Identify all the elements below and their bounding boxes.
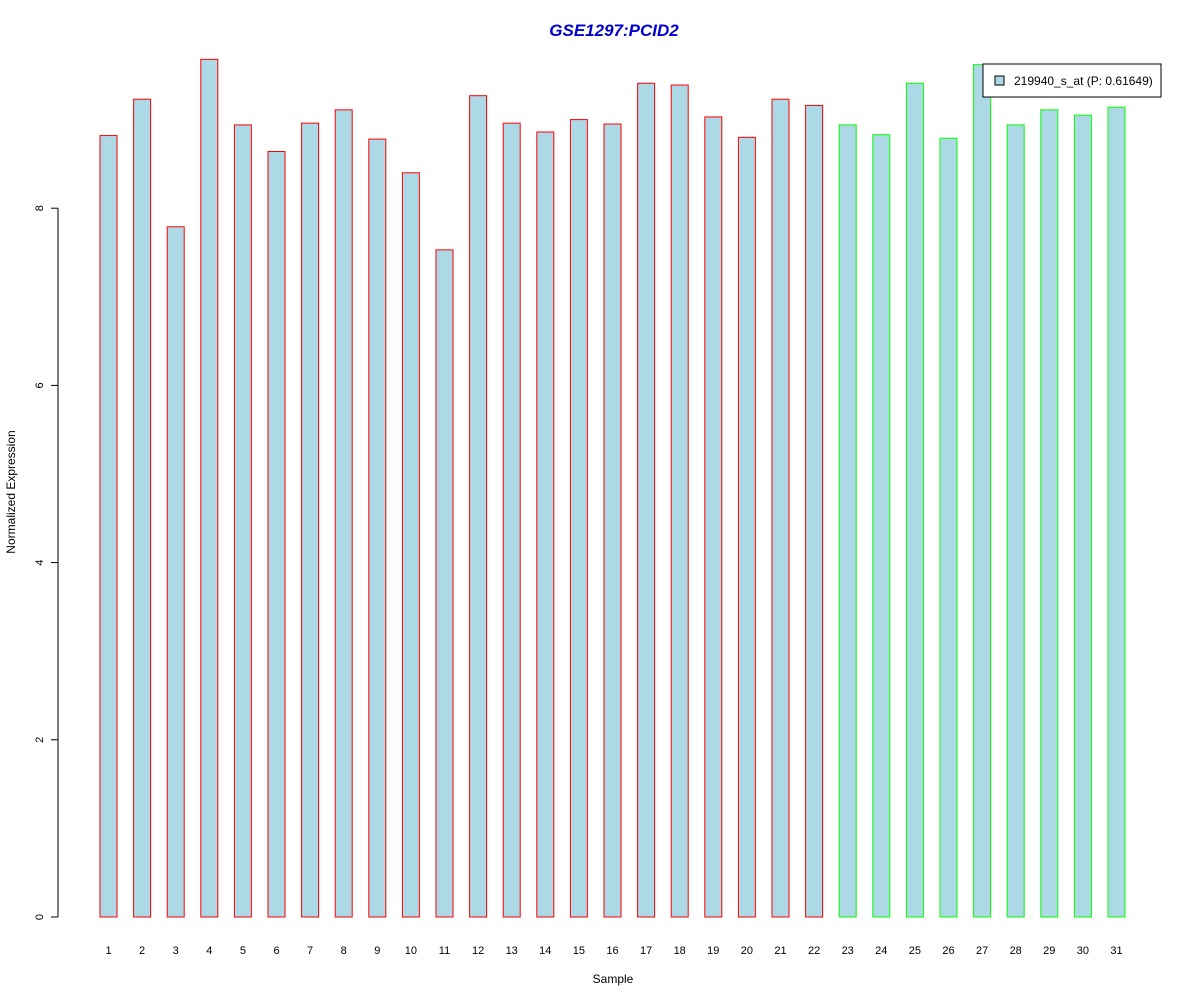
y-tick-label: 0 bbox=[34, 914, 46, 920]
x-tick-label: 30 bbox=[1077, 945, 1089, 957]
x-tick-label: 22 bbox=[808, 945, 820, 957]
bar bbox=[1006, 124, 1025, 918]
bar bbox=[973, 64, 992, 918]
x-tick-label: 10 bbox=[405, 945, 417, 957]
legend-label: 219940_s_at (P: 0.61649) bbox=[1014, 74, 1153, 88]
bar bbox=[301, 122, 320, 918]
x-tick-labels: 1 2 3 4 5 6 7 8 9 10 11 12 13 14 15 16 17 18 19 20 21 22 23 24 2… bbox=[105, 945, 1122, 957]
legend-swatch bbox=[994, 75, 1005, 86]
x-tick-label: 16 bbox=[606, 945, 618, 957]
bar bbox=[637, 82, 656, 918]
bar bbox=[771, 98, 790, 918]
bar bbox=[872, 134, 891, 918]
x-tick-label: 15 bbox=[573, 945, 585, 957]
bar bbox=[603, 123, 622, 918]
x-tick-label: 7 bbox=[307, 945, 313, 957]
x-tick-label: 13 bbox=[506, 945, 518, 957]
y-tick-label: 8 bbox=[34, 205, 46, 211]
chart-title: GSE1297:PCID2 bbox=[549, 21, 679, 40]
x-tick-label: 31 bbox=[1110, 945, 1122, 957]
bar bbox=[905, 82, 924, 918]
bars-group bbox=[99, 58, 1126, 918]
x-tick-label: 1 bbox=[105, 945, 111, 957]
x-tick-label: 2 bbox=[139, 945, 145, 957]
x-tick-label: 4 bbox=[206, 945, 212, 957]
bar bbox=[1073, 114, 1092, 918]
bar bbox=[435, 249, 454, 918]
bar bbox=[469, 95, 488, 918]
bar bbox=[401, 172, 420, 918]
bar bbox=[99, 135, 118, 918]
legend-box bbox=[982, 63, 1162, 98]
x-tick-label: 12 bbox=[472, 945, 484, 957]
x-tick-label: 11 bbox=[439, 945, 450, 957]
y-axis: 0 2 4 6 8 bbox=[34, 205, 59, 920]
bar bbox=[166, 226, 185, 918]
x-tick-label: 3 bbox=[173, 945, 179, 957]
x-tick-label: 14 bbox=[539, 945, 551, 957]
x-axis-label: Sample bbox=[593, 972, 634, 986]
bar bbox=[670, 84, 689, 918]
bar bbox=[805, 104, 824, 918]
x-tick-label: 8 bbox=[341, 945, 347, 957]
x-tick-label: 18 bbox=[674, 945, 686, 957]
x-tick-label: 27 bbox=[976, 945, 988, 957]
bar bbox=[267, 150, 286, 918]
bar bbox=[569, 119, 588, 918]
x-tick-label: 6 bbox=[273, 945, 279, 957]
y-axis-label: Normalized Expression bbox=[4, 430, 18, 553]
x-tick-label: 25 bbox=[909, 945, 921, 957]
x-tick-label: 21 bbox=[774, 945, 786, 957]
bar bbox=[1107, 106, 1126, 918]
bar bbox=[939, 137, 958, 918]
legend: 219940_s_at (P: 0.61649) bbox=[982, 63, 1162, 98]
x-tick-label: 24 bbox=[875, 945, 887, 957]
x-tick-label: 5 bbox=[240, 945, 246, 957]
x-tick-label: 26 bbox=[942, 945, 954, 957]
bar bbox=[133, 98, 152, 918]
x-tick-label: 20 bbox=[741, 945, 753, 957]
x-tick-label: 19 bbox=[707, 945, 719, 957]
bar bbox=[838, 124, 857, 918]
bar bbox=[200, 58, 219, 918]
bar bbox=[536, 131, 555, 918]
bar bbox=[334, 109, 353, 918]
bar bbox=[737, 136, 756, 918]
x-tick-label: 29 bbox=[1043, 945, 1055, 957]
x-tick-label: 23 bbox=[842, 945, 854, 957]
bar bbox=[502, 122, 521, 918]
x-tick-label: 9 bbox=[374, 945, 380, 957]
y-tick-label: 4 bbox=[34, 560, 46, 566]
y-tick-label: 6 bbox=[34, 382, 46, 388]
x-tick-label: 17 bbox=[640, 945, 652, 957]
y-tick-label: 2 bbox=[34, 737, 46, 743]
bar bbox=[1040, 109, 1059, 918]
bar bbox=[233, 124, 252, 918]
bar bbox=[368, 138, 387, 918]
x-tick-label: 28 bbox=[1010, 945, 1022, 957]
bar bbox=[704, 116, 723, 918]
